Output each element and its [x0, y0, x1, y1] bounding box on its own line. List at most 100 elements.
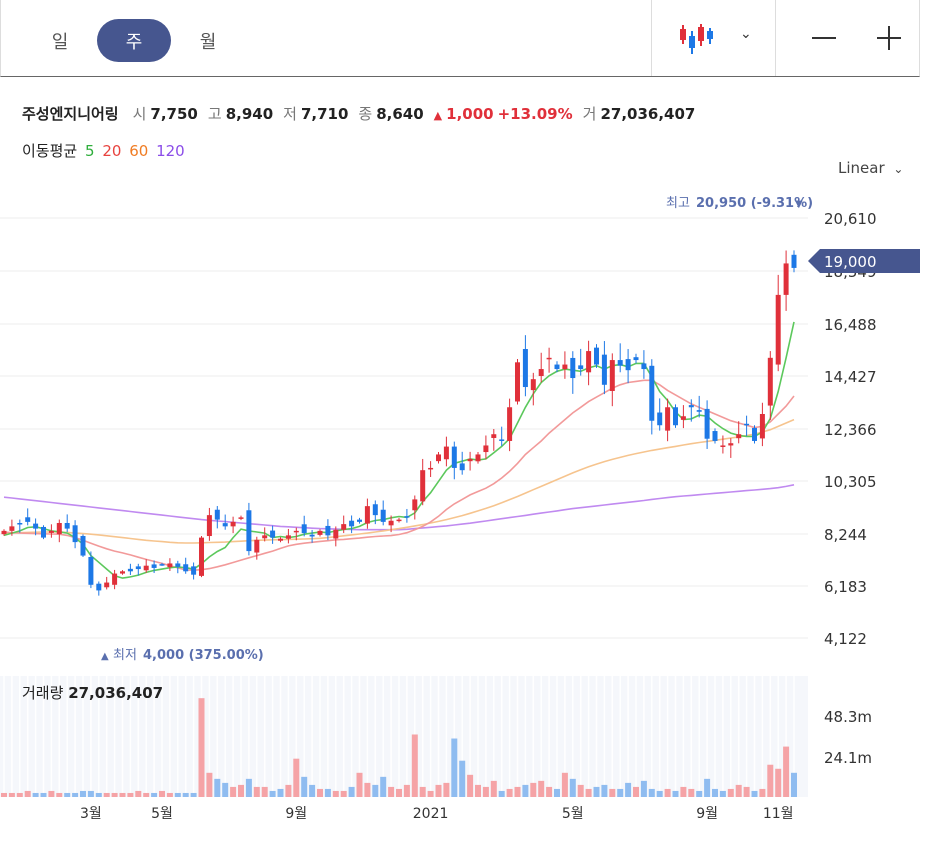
candle-body — [546, 357, 552, 360]
volume-axis-tick: 48.3m — [824, 708, 872, 726]
period-week-tab[interactable]: 주 — [97, 19, 171, 62]
volume-panel — [0, 676, 808, 797]
candle-body — [680, 416, 686, 420]
candle-body — [341, 524, 347, 530]
price-axis-tick: 10,305 — [824, 473, 877, 491]
volume-bar — [364, 782, 371, 797]
low-label: 저 — [283, 105, 297, 123]
open-label: 시 — [132, 105, 147, 123]
volume-bar — [680, 786, 687, 797]
volume-bar — [569, 778, 576, 797]
candle-body — [199, 537, 204, 576]
candle-body — [325, 525, 331, 536]
candle-body — [41, 526, 46, 538]
period-day-tab[interactable]: 일 — [51, 31, 69, 53]
zoom-out-button[interactable] — [804, 18, 844, 58]
candle-body — [752, 427, 757, 441]
volume-bar — [506, 788, 513, 797]
period-month-tab[interactable]: 월 — [199, 31, 217, 53]
candle-body — [673, 407, 678, 426]
price-volume-chart[interactable]: 20,61018,54916,48814,42712,36610,3058,24… — [0, 180, 928, 847]
volume-bar — [427, 790, 434, 797]
scale-label: Linear — [838, 159, 885, 177]
change-arrow: ▲ — [433, 109, 443, 122]
chart-type-selector[interactable]: ⌄ — [651, 0, 776, 76]
volume-bar — [727, 788, 734, 797]
candle-body — [594, 347, 599, 365]
volume-bar — [538, 780, 545, 797]
candle-body — [530, 379, 536, 391]
volume-bar — [238, 784, 244, 797]
volume-bar — [32, 792, 39, 797]
volume-bar — [490, 780, 497, 797]
candle-body — [767, 357, 773, 406]
volume-bar — [593, 786, 600, 797]
candle-body — [72, 525, 78, 543]
current-price-tag — [808, 249, 920, 273]
volume-bar — [301, 776, 308, 797]
volume-bar — [40, 792, 47, 797]
candle-body — [183, 564, 189, 572]
volume-bar — [372, 784, 379, 797]
candle-body — [214, 509, 220, 520]
ma60-line — [3, 418, 795, 544]
candle-body — [736, 434, 742, 439]
price-axis-tick: 6,183 — [824, 578, 867, 596]
volume-bar — [245, 778, 252, 797]
candle-body — [657, 412, 663, 426]
volume-bar — [546, 786, 553, 797]
moving-average-legend: 이동평균 5 20 60 120 — [22, 140, 188, 161]
change-value: 1,000 — [446, 105, 494, 123]
volume-bar — [56, 792, 63, 797]
candle-body — [396, 519, 402, 522]
scale-selector[interactable]: Linear ⌄ — [838, 159, 903, 177]
ma-60: 60 — [129, 142, 149, 160]
candle-body — [357, 519, 362, 522]
volume-bar — [403, 784, 410, 797]
low-marker-label: 최저 — [113, 648, 137, 663]
volume-bar — [214, 778, 221, 797]
volume-bar — [190, 792, 197, 797]
zoom-in-button[interactable] — [869, 18, 909, 58]
volume-bar — [672, 790, 679, 797]
ma20-line — [3, 379, 795, 572]
candle-body — [104, 582, 110, 588]
candle-body — [372, 504, 378, 516]
candle-body — [475, 454, 481, 462]
chevron-down-icon: ⌄ — [893, 162, 904, 176]
candle-body — [404, 516, 410, 518]
candle-body — [317, 530, 323, 535]
volume-bar — [72, 792, 79, 797]
high-value: 8,940 — [225, 105, 274, 123]
candle-body — [578, 365, 584, 370]
ma-120: 120 — [156, 142, 185, 160]
candle-body — [601, 354, 607, 385]
candle-body — [759, 414, 765, 439]
volume-bar — [648, 788, 655, 797]
candle-body — [420, 470, 426, 502]
candle-body — [499, 439, 505, 441]
candle-body — [293, 530, 299, 533]
candle-body — [285, 535, 291, 539]
high-label: 고 — [207, 105, 222, 123]
candle-body — [380, 509, 386, 522]
chevron-down-icon: ⌄ — [740, 26, 752, 42]
candle-body — [507, 407, 513, 441]
volume-bar — [206, 772, 213, 797]
low-marker-value: 4,000 (375.00%) — [143, 648, 264, 663]
candle-body — [9, 526, 15, 531]
volume-bar — [174, 792, 181, 797]
volume-bar — [735, 784, 742, 797]
volume-bar — [530, 782, 537, 797]
candle-body — [25, 517, 31, 522]
volume-bar — [222, 782, 229, 797]
volume-bar — [1, 792, 7, 797]
volume-bar — [411, 734, 418, 797]
candle-body — [175, 563, 181, 567]
candle-body — [246, 510, 252, 552]
volume-bar — [435, 784, 442, 797]
candle-body — [388, 520, 394, 526]
low-value: 7,710 — [300, 105, 349, 123]
candle-body — [96, 583, 102, 591]
volume-bar — [688, 788, 695, 797]
